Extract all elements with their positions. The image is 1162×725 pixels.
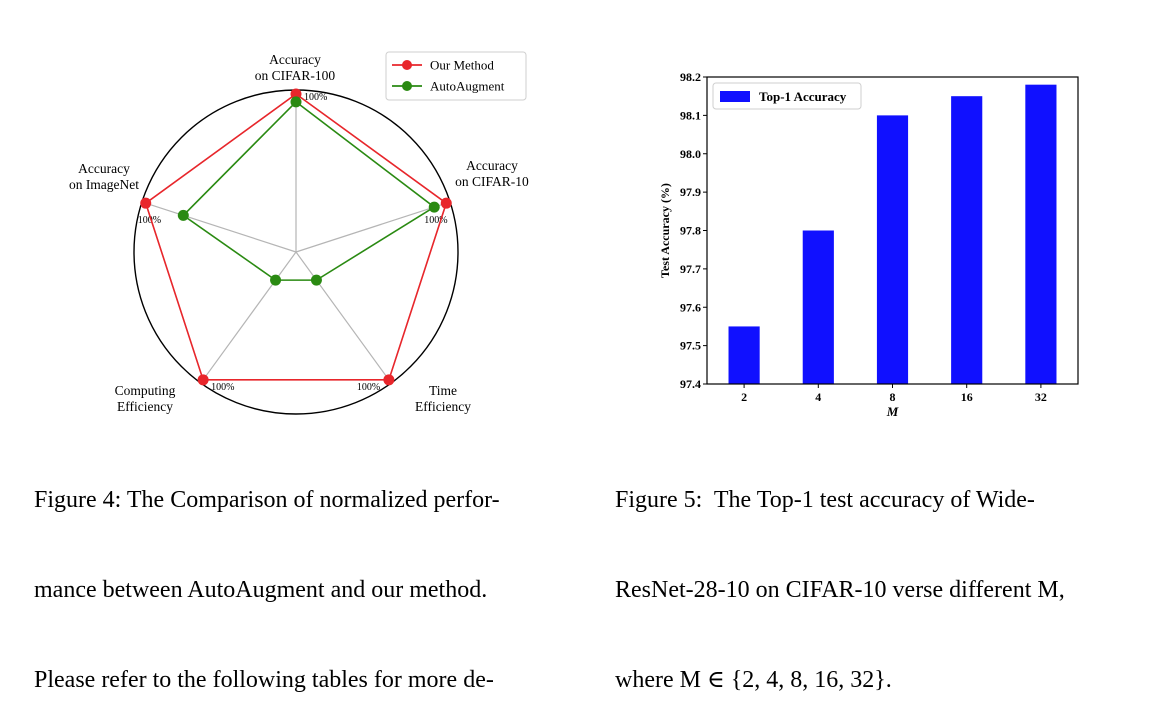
x-tick-label: 4 (815, 390, 821, 404)
y-tick-label: 98.2 (680, 70, 701, 84)
bar (951, 96, 983, 384)
legend-label: Our Method (430, 58, 494, 73)
legend-swatch (720, 91, 750, 102)
radar-point (140, 197, 152, 209)
radar-axis-label: on CIFAR-10 (455, 174, 529, 189)
radar-point (290, 88, 302, 100)
y-tick-label: 98.1 (680, 108, 701, 122)
radar-axis-label: on ImageNet (69, 177, 139, 192)
y-tick-label: 97.6 (680, 300, 701, 314)
caption-line: Please refer to the following tables for… (34, 667, 494, 693)
radar-axis-label: Accuracy (78, 161, 130, 176)
y-tick-label: 97.5 (680, 339, 701, 353)
y-tick-label: 97.7 (680, 262, 701, 276)
radar-axis-label: Accuracy (466, 158, 518, 173)
bar (728, 326, 760, 384)
legend-label: AutoAugment (430, 79, 505, 94)
radar-point (197, 374, 209, 386)
radar-ring-label: 100% (304, 92, 327, 103)
y-tick-label: 98.0 (680, 147, 701, 161)
radar-point (290, 96, 302, 108)
radar-series-line (144, 93, 448, 381)
radar-point (177, 209, 189, 221)
bar (876, 115, 909, 384)
radar-spoke (295, 202, 447, 253)
radar-point (383, 374, 395, 386)
y-tick-label: 97.8 (680, 224, 701, 238)
x-tick-label: 2 (741, 390, 747, 404)
caption-line: where M ∈ {2, 4, 8, 16, 32}. (615, 667, 892, 693)
caption-line: ResNet-28-10 on CIFAR-10 verse different… (615, 577, 1065, 603)
x-tick-label: 32 (1035, 390, 1047, 404)
radar-ring-label: 100% (138, 215, 161, 226)
radar-ring-label: 100% (424, 215, 447, 226)
radar-axis-label: Efficiency (415, 399, 471, 414)
legend-box (385, 51, 527, 101)
radar-series-line (182, 100, 436, 281)
radar-point (310, 274, 322, 286)
radar-spoke (295, 251, 390, 381)
legend-swatch-marker (402, 60, 412, 70)
x-tick-label: 8 (890, 390, 896, 404)
caption-line: Figure 4: The Comparison of normalized p… (34, 487, 500, 513)
caption-line: mance between AutoAugment and our method… (34, 577, 488, 603)
figure-5-caption: Figure 5: The Top-1 test accuracy of Wid… (615, 425, 1160, 725)
radar-ring-label: 100% (211, 382, 234, 393)
legend-label: Top-1 Accuracy (759, 89, 847, 104)
radar-point (270, 274, 282, 286)
y-axis-label: Test Accuracy (%) (658, 183, 672, 278)
radar-point (440, 197, 452, 209)
bar-chart: 97.4 97.5 97.6 97.7 97.8 97.9 98.0 98.1 98.2 2 4 8 1… (658, 70, 1079, 419)
bar (1025, 84, 1057, 385)
radar-spoke (202, 251, 297, 381)
x-tick-label: 16 (961, 390, 973, 404)
bar (802, 230, 834, 384)
radar-spoke (145, 202, 297, 253)
legend-swatch-marker (402, 81, 412, 91)
y-tick-label: 97.4 (680, 377, 701, 391)
y-tick-label: 97.9 (680, 185, 701, 199)
x-axis-label: M (886, 404, 899, 419)
legend-box (712, 82, 862, 110)
caption-line: Figure 5: The Top-1 test accuracy of Wid… (615, 487, 1035, 513)
radar-axis-label: on CIFAR-100 (255, 68, 336, 83)
radar-axis-label: Efficiency (117, 399, 173, 414)
radar-ring-label: 100% (357, 382, 380, 393)
figure-4-caption: Figure 4: The Comparison of normalized p… (34, 425, 594, 725)
radar-point (428, 201, 440, 213)
radar-axis-label: Time (429, 383, 457, 398)
radar-axis-label: Accuracy (269, 52, 321, 67)
radar-axis-label: Computing (115, 383, 176, 398)
